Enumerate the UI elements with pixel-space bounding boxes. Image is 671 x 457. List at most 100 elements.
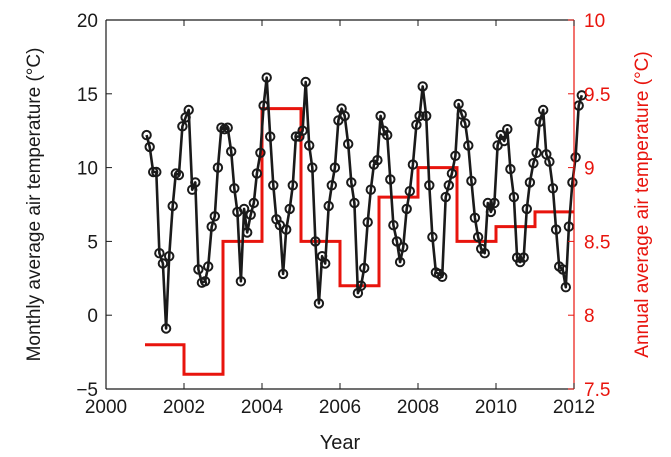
- monthly-point: [424, 180, 435, 191]
- monthly-point: [391, 236, 403, 247]
- monthly-point: [164, 251, 175, 262]
- monthly-point: [199, 276, 211, 287]
- x-tick-label: 2012: [553, 397, 595, 418]
- monthly-point: [466, 175, 477, 187]
- monthly-point: [538, 104, 549, 116]
- monthly-line: [145, 76, 584, 330]
- monthly-point: [489, 197, 500, 209]
- y-right-tick-label: 9: [584, 159, 595, 180]
- monthly-point: [576, 90, 587, 101]
- x-tick-label: 2010: [475, 397, 517, 418]
- monthly-point: [479, 248, 490, 259]
- y-axis-label-right: Annual average air temperature (°C): [632, 51, 653, 357]
- monthly-point: [290, 131, 302, 142]
- monthly-point: [456, 109, 467, 120]
- monthly-point: [151, 166, 162, 178]
- monthly-point: [203, 261, 214, 272]
- monthly-point: [248, 197, 260, 209]
- monthly-point: [560, 282, 571, 293]
- chart-axes: 2000 2002 2004 2006 2008 2010 2012 −5 0 5 10 15 20 7.…: [76, 11, 610, 418]
- monthly-point: [355, 280, 367, 291]
- monthly-point: [547, 183, 559, 194]
- monthly-point: [385, 174, 396, 185]
- monthly-point: [570, 152, 581, 163]
- monthly-point: [141, 129, 152, 141]
- monthly-point: [365, 184, 376, 195]
- monthly-point: [382, 129, 393, 141]
- monthly-point: [339, 110, 350, 122]
- monthly-point: [359, 262, 370, 274]
- y-right-tick-label: 8: [584, 306, 595, 327]
- monthly-point: [524, 177, 536, 188]
- monthly-point: [261, 72, 272, 83]
- monthly-point: [421, 110, 432, 122]
- monthly-point: [453, 98, 464, 110]
- y-axis-label-left: Monthly average air temperature (°C): [24, 48, 45, 362]
- y-left-tick-label: 5: [87, 232, 98, 253]
- monthly-point: [177, 121, 188, 132]
- monthly-point: [313, 298, 325, 309]
- monthly-point: [183, 104, 194, 116]
- monthly-point: [287, 180, 298, 191]
- monthly-point: [508, 191, 520, 203]
- monthly-point: [446, 168, 458, 179]
- monthly-point: [343, 138, 354, 150]
- monthly-point: [443, 180, 454, 191]
- monthly-point: [349, 197, 360, 209]
- monthly-point: [258, 100, 269, 111]
- x-tick-label: 2008: [397, 397, 439, 418]
- y-left-tick-label: 20: [77, 11, 98, 32]
- y-left-tick-label: 15: [77, 85, 98, 106]
- monthly-point: [567, 177, 578, 188]
- y-right-tick-label: 7.5: [584, 380, 610, 401]
- monthly-point: [505, 163, 516, 175]
- monthly-point: [167, 200, 178, 212]
- monthly-point: [277, 268, 289, 280]
- y-left-tick-label: −5: [76, 380, 98, 401]
- monthly-point: [469, 212, 481, 224]
- monthly-point: [242, 227, 253, 238]
- monthly-point: [440, 191, 451, 203]
- monthly-point: [154, 248, 165, 259]
- monthly-point: [407, 159, 419, 170]
- monthly-point: [460, 118, 471, 129]
- monthly-point: [238, 203, 250, 215]
- monthly-point: [362, 217, 373, 228]
- monthly-point: [329, 162, 341, 173]
- monthly-point: [411, 119, 422, 131]
- monthly-point: [148, 166, 159, 178]
- monthly-point: [375, 110, 386, 122]
- monthly-point: [157, 258, 169, 269]
- monthly-point: [437, 271, 448, 282]
- monthly-point: [310, 236, 321, 247]
- x-tick-label: 2002: [163, 397, 205, 418]
- monthly-point: [417, 81, 428, 92]
- monthly-point: [212, 162, 224, 173]
- monthly-point: [550, 224, 562, 235]
- monthly-point: [499, 135, 510, 147]
- monthly-point: [300, 76, 311, 88]
- monthly-point: [193, 264, 204, 275]
- y-left-tick-label: 10: [77, 159, 98, 180]
- monthly-point: [521, 203, 532, 215]
- monthly-point: [472, 231, 484, 243]
- monthly-point: [281, 224, 292, 235]
- monthly-point: [245, 209, 256, 221]
- monthly-point: [235, 276, 247, 287]
- monthly-point: [297, 125, 308, 136]
- monthly-point: [404, 186, 415, 197]
- x-tick-label: 2006: [319, 397, 361, 418]
- monthly-point: [160, 323, 172, 334]
- monthly-point: [485, 206, 497, 218]
- monthly-point: [534, 116, 545, 128]
- monthly-point: [414, 110, 425, 122]
- monthly-point: [427, 231, 438, 243]
- monthly-point: [251, 168, 263, 179]
- monthly-point: [544, 156, 555, 167]
- monthly-point: [450, 150, 461, 162]
- monthly-point: [222, 122, 233, 133]
- monthly-point: [206, 221, 217, 232]
- x-tick-label: 2000: [85, 397, 127, 418]
- annual-step-line: [145, 107, 574, 376]
